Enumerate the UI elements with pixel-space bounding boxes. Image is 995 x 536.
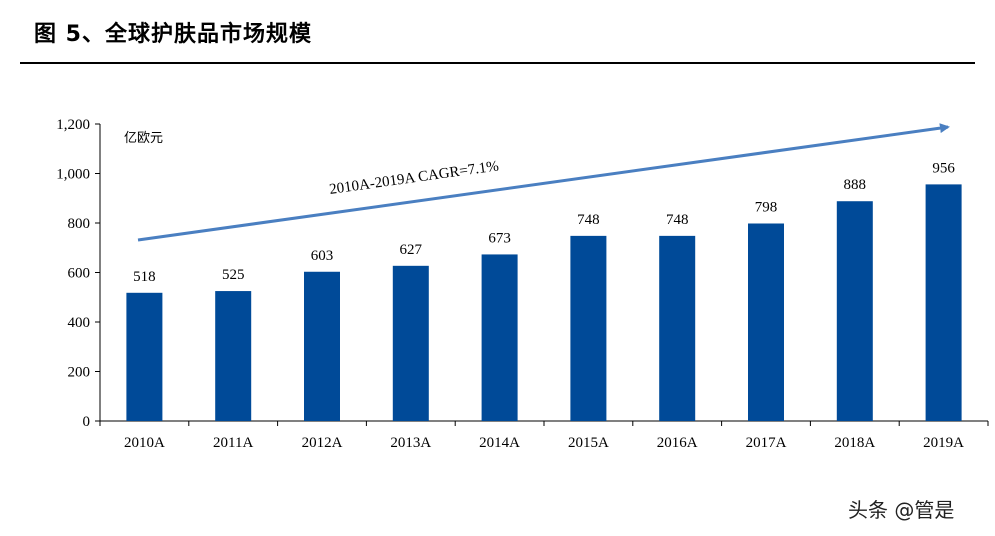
data-label: 956 [932,160,955,176]
x-tick-label: 2017A [746,435,787,451]
figure-title: 图 5、全球护肤品市场规模 [34,22,312,47]
x-tick-label: 2012A [302,435,343,451]
bar [836,201,873,421]
x-tick-label: 2019A [923,435,964,451]
x-tick-label: 2016A [657,435,698,451]
data-label: 748 [577,212,600,228]
y-tick-label: 200 [68,365,91,381]
cagr-trend-arrow [137,123,950,242]
y-tick-label: 400 [68,315,91,331]
bar [481,254,518,421]
data-label: 518 [133,269,156,285]
data-label: 525 [222,267,245,283]
y-tick-label: 1,000 [56,167,90,183]
data-label: 627 [400,242,423,258]
bar [570,235,607,421]
x-tick-label: 2015A [568,435,609,451]
y-tick-label: 0 [83,414,91,430]
watermark: 头条 @管是 [848,498,955,522]
x-tick-label: 2014A [479,435,520,451]
data-label: 888 [844,177,867,193]
x-tick-label: 2011A [213,435,253,451]
title-divider [20,62,975,64]
data-label: 603 [311,248,334,264]
data-label: 673 [488,230,511,246]
bar [659,235,696,421]
x-tick-label: 2010A [124,435,165,451]
bar [925,184,962,421]
bar [748,223,784,421]
bar [126,292,163,421]
x-tick-label: 2018A [834,435,875,451]
bar [392,265,429,421]
data-label: 748 [666,212,689,228]
bar [215,291,252,421]
y-tick-label: 800 [68,216,91,232]
y-tick-label: 1,200 [56,117,90,133]
y-tick-label: 600 [68,266,91,282]
bar [304,271,340,421]
data-label: 798 [755,199,778,215]
x-tick-label: 2013A [390,435,431,451]
unit-label: 亿欧元 [124,131,163,146]
